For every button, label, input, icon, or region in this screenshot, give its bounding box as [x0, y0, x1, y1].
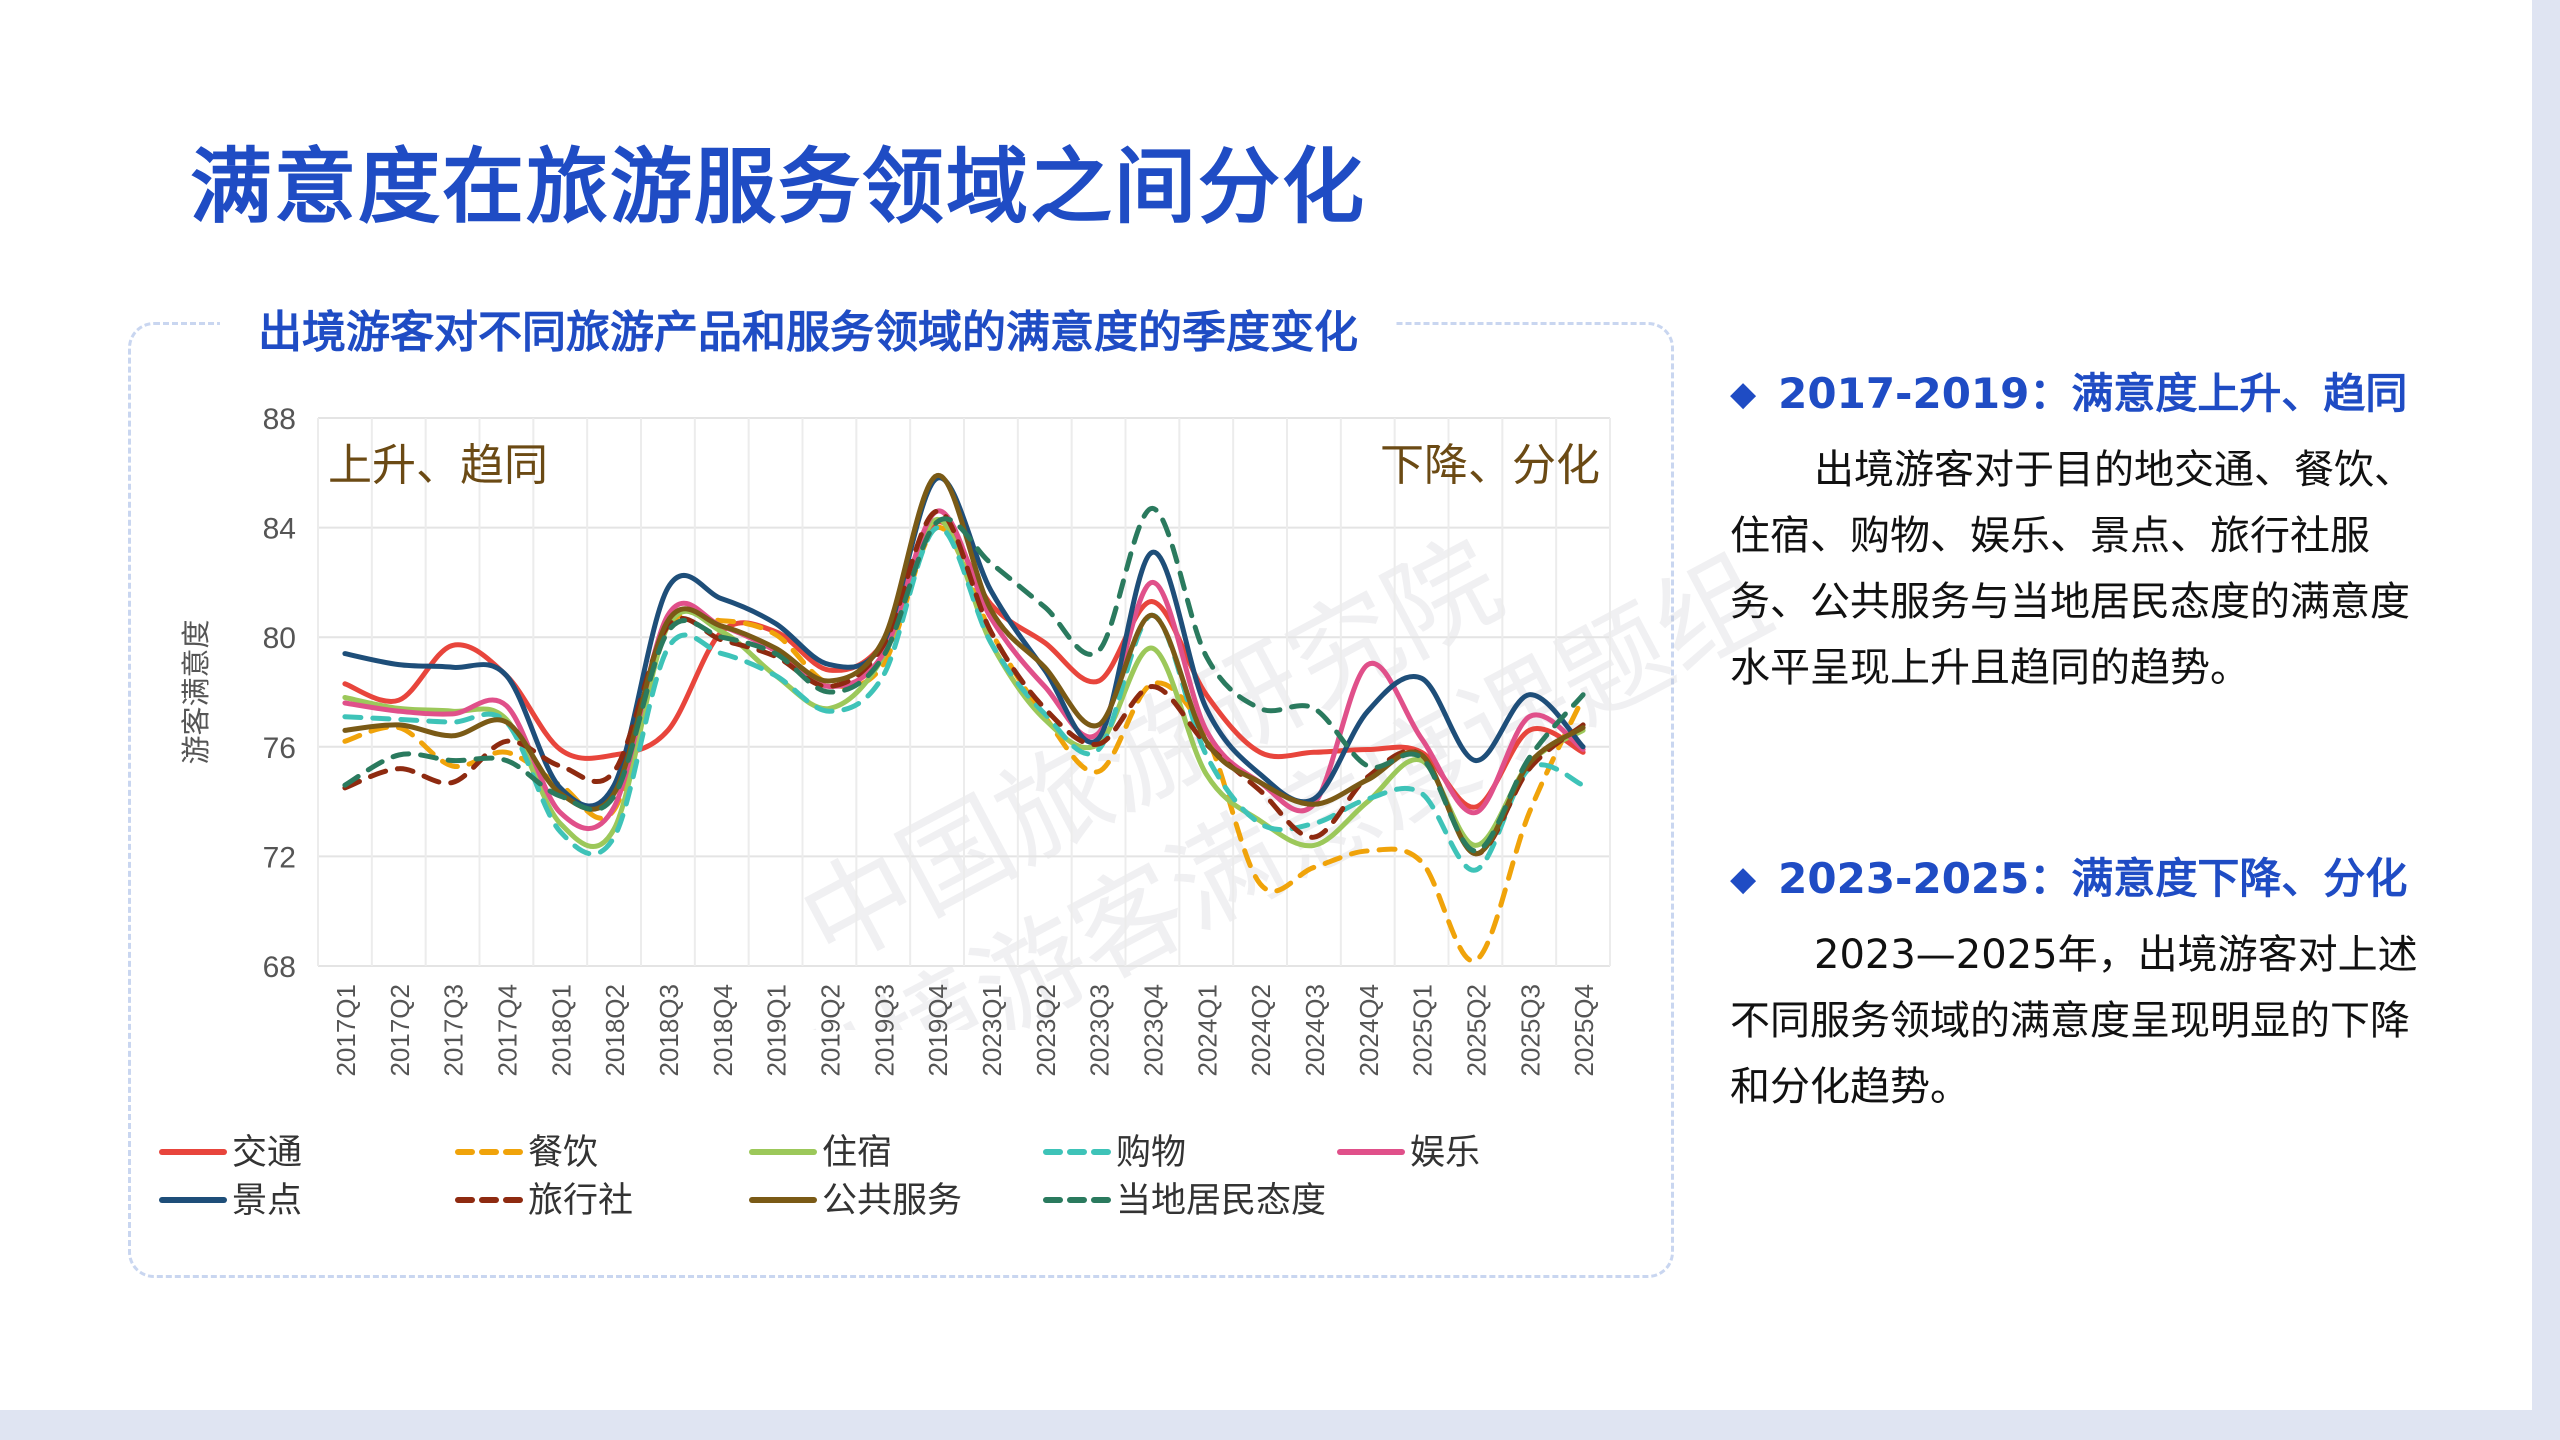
legend-label: 购物	[1116, 1133, 1186, 1173]
x-tick-label: 2019Q3	[869, 984, 899, 1077]
x-tick-label: 2024Q1	[1192, 984, 1222, 1077]
x-tick-label: 2019Q1	[762, 984, 792, 1077]
legend-label: 当地居民态度	[1116, 1181, 1326, 1221]
x-tick-label: 2018Q1	[546, 984, 576, 1077]
legend-label: 娱乐	[1410, 1133, 1480, 1173]
point-2: ◆ 2023-2025：满意度下降、分化 2023—2025年，出境游客对上述不同…	[1730, 845, 2430, 1120]
legend-label: 旅行社	[528, 1181, 633, 1221]
series-points-8	[344, 508, 1584, 851]
satisfaction-line-chart: 68 72 76 80 84 88 游客满意度 2017Q1 2017Q2 2017Q3 2017Q…	[159, 403, 1611, 1221]
legend-label: 交通	[232, 1133, 302, 1173]
diamond-bullet-icon: ◆	[1730, 374, 1757, 414]
x-tick-label: 2019Q4	[923, 984, 953, 1077]
x-tick-label: 2023Q3	[1085, 984, 1115, 1077]
x-tick-label: 2023Q1	[977, 984, 1007, 1077]
y-axis-label: 游客满意度	[179, 619, 213, 764]
point-1-heading: ◆ 2017-2019：满意度上升、趋同	[1730, 360, 2430, 421]
chart-annotation-1: 上升、趋同	[328, 440, 548, 491]
point-1-body: 出境游客对于目的地交通、餐饮、住宿、购物、娱乐、景点、旅行社服务、公共服务与当地…	[1730, 447, 2414, 691]
x-tick-label: 2025Q4	[1569, 984, 1599, 1077]
point-2-heading: ◆ 2023-2025：满意度下降、分化	[1730, 845, 2430, 906]
x-tick-label: 2017Q2	[385, 984, 415, 1077]
y-tick-label: 84	[263, 513, 296, 546]
x-tick-label: 2023Q2	[1031, 984, 1061, 1077]
series-line-3	[342, 525, 1586, 873]
series-line-4	[342, 508, 1586, 832]
point-2-body: 2023—2025年，出境游客对上述不同服务领域的满意度呈现明显的下降和分化趋势…	[1730, 932, 2418, 1110]
series-lines	[342, 473, 1586, 964]
x-tick-label: 2017Q4	[492, 984, 522, 1077]
x-tick-label: 2024Q2	[1246, 984, 1276, 1077]
legend-label: 公共服务	[822, 1181, 962, 1221]
x-tick-label: 2019Q2	[815, 984, 845, 1077]
y-tick-label: 72	[263, 841, 296, 874]
series-line-6	[342, 508, 1586, 857]
x-tick-label: 2017Q1	[331, 984, 361, 1077]
x-tick-label: 2017Q3	[439, 984, 469, 1077]
y-tick-label: 76	[263, 732, 296, 765]
y-tick-label: 88	[263, 403, 296, 436]
chart-title: 出境游客对不同旅游产品和服务领域的满意度的季度变化	[220, 296, 1396, 360]
legend-label: 住宿	[822, 1133, 892, 1173]
series-points-7	[344, 475, 1584, 854]
x-tick-label: 2025Q3	[1515, 984, 1545, 1077]
series-line-8	[342, 505, 1586, 854]
x-tick-label: 2025Q2	[1461, 984, 1491, 1077]
x-tick-label: 2018Q4	[708, 984, 738, 1077]
page-title: 满意度在旅游服务领域之间分化	[190, 140, 1367, 235]
point-1: ◆ 2017-2019：满意度上升、趋同 出境游客对于目的地交通、餐饮、住宿、购物…	[1730, 360, 2430, 701]
legend-label: 景点	[232, 1181, 302, 1221]
point-1-heading-text: 2017-2019：满意度上升、趋同	[1778, 369, 2408, 418]
series-points-3	[344, 527, 1584, 871]
x-tick-label: 2024Q4	[1354, 984, 1384, 1077]
diamond-bullet-icon: ◆	[1730, 859, 1757, 899]
x-tick-label: 2024Q3	[1300, 984, 1330, 1077]
slide-background	[0, 0, 2532, 1410]
x-tick-label: 2018Q2	[600, 984, 630, 1077]
x-tick-label: 2023Q4	[1138, 984, 1168, 1077]
y-tick-label: 68	[263, 951, 296, 984]
x-tick-label: 2025Q1	[1408, 984, 1438, 1077]
chart-annotation-2: 下降、分化	[1380, 440, 1600, 491]
y-tick-label: 80	[263, 622, 296, 655]
point-2-heading-text: 2023-2025：满意度下降、分化	[1778, 854, 2408, 903]
gridlines	[317, 417, 1611, 967]
legend-label: 餐饮	[528, 1133, 598, 1173]
x-tick-label: 2018Q3	[654, 984, 684, 1077]
